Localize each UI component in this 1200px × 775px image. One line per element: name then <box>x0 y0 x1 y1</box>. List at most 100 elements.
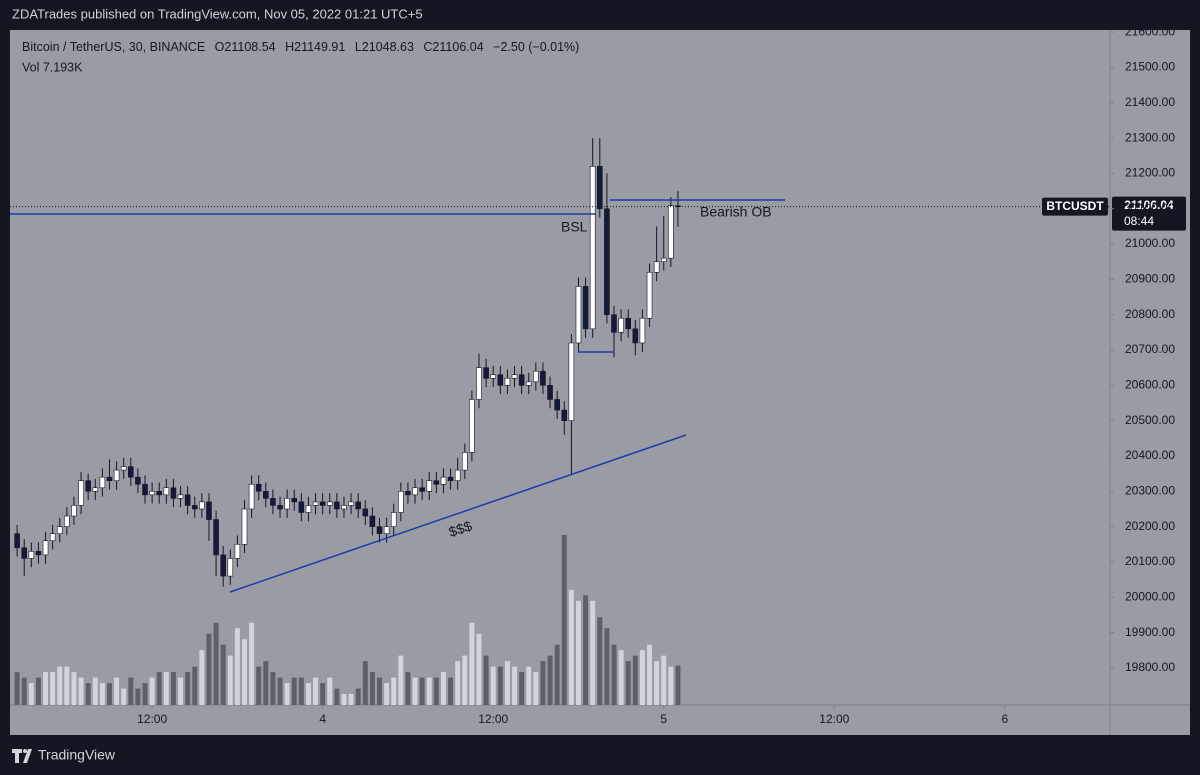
candle-body <box>447 476 454 482</box>
volume-bar <box>583 595 589 705</box>
y-tick-label: 20400.00 <box>1125 448 1175 462</box>
candle-body <box>234 543 241 559</box>
volume-bar <box>142 683 148 705</box>
price-tag-label: 21106.04 <box>1124 198 1174 212</box>
volume-bar <box>178 677 184 705</box>
candle-body <box>604 208 610 315</box>
y-tick-label: 20000.00 <box>1125 589 1175 603</box>
candle-body <box>291 498 298 503</box>
candle-body <box>547 385 553 400</box>
legend-low: L21048.63 <box>355 40 414 54</box>
price-tag <box>1112 196 1186 231</box>
volume-bar <box>85 683 91 705</box>
volume-bar <box>618 650 624 705</box>
candle-body <box>412 487 418 496</box>
volume-bar <box>43 672 49 705</box>
volume-bar <box>50 672 56 705</box>
volume-bar <box>114 677 120 705</box>
volume-bar <box>391 677 397 705</box>
candle-body <box>191 505 198 510</box>
y-tick-label: 20600.00 <box>1125 378 1175 392</box>
candle-body <box>106 476 113 482</box>
candle-body <box>135 476 141 485</box>
volume-bar <box>277 677 283 705</box>
candle-body <box>199 501 205 510</box>
candle-body <box>184 494 191 506</box>
volume-bar <box>384 683 390 705</box>
volume-bar <box>519 672 525 705</box>
candle-body <box>554 399 560 411</box>
candle-body <box>540 370 546 386</box>
candle-body <box>383 526 390 534</box>
volume-bar <box>185 672 191 705</box>
volume-bar <box>625 661 631 705</box>
y-tick-label: 20900.00 <box>1125 272 1175 286</box>
annotation: Bearish OB <box>700 204 772 220</box>
legend-symbol: Bitcoin / TetherUS, 30, BINANCE <box>22 40 205 54</box>
volume-bar <box>92 677 98 705</box>
volume-bar <box>362 661 368 705</box>
x-tick-label: 12:00 <box>478 712 508 726</box>
legend: Bitcoin / TetherUS, 30, BINANCE O21108.5… <box>22 40 579 54</box>
volume-bar <box>313 677 319 705</box>
x-tick-label: 4 <box>319 712 326 726</box>
volume-bar <box>199 650 205 705</box>
y-tick-label: 19800.00 <box>1125 660 1175 674</box>
volume-bar <box>149 677 155 705</box>
volume-bar <box>348 694 354 705</box>
candle-body <box>227 558 234 577</box>
candle-body <box>341 505 347 510</box>
candle-body <box>319 501 326 506</box>
volume-bar <box>661 655 667 705</box>
candle-body <box>490 374 496 379</box>
candle-body <box>597 166 603 210</box>
volume-bar <box>298 677 304 705</box>
volume-bar <box>533 672 539 705</box>
y-tick-label: 21500.00 <box>1125 60 1175 74</box>
x-tick-label: 6 <box>1001 712 1008 726</box>
volume-bar <box>547 655 553 705</box>
candle-body <box>49 533 56 542</box>
candle-body <box>405 491 411 496</box>
volume-bar <box>234 628 240 705</box>
candle-body <box>71 505 77 517</box>
candle-body <box>255 483 262 492</box>
candle-body <box>469 399 475 453</box>
volume-bar <box>611 644 617 705</box>
candle-body <box>128 466 134 478</box>
volume-bar <box>462 655 468 705</box>
candle-body <box>504 377 511 386</box>
volume-bar <box>483 655 489 705</box>
volume-bar <box>405 672 411 705</box>
volume-bar <box>647 644 653 705</box>
candle-body <box>568 342 575 421</box>
volume-bar <box>121 688 127 705</box>
x-tick-label: 5 <box>660 712 667 726</box>
annotation: $$$ <box>447 517 474 540</box>
volume-bar <box>305 683 311 705</box>
candle-body <box>497 374 504 386</box>
time-axis <box>10 705 1110 735</box>
volume-bar <box>590 600 596 705</box>
candle-body <box>170 487 177 499</box>
volume-bar <box>163 672 169 705</box>
y-tick-label: 20800.00 <box>1125 307 1175 321</box>
candle-body <box>21 547 27 559</box>
volume-bar <box>284 683 290 705</box>
candle-body <box>92 487 99 492</box>
volume-bar <box>170 672 176 705</box>
trend-line <box>229 434 687 593</box>
candle-body <box>639 317 646 344</box>
candle-body <box>611 314 617 333</box>
volume-bar <box>192 666 198 705</box>
volume-bar <box>540 661 546 705</box>
volume-bar <box>21 677 27 705</box>
volume-bar <box>469 622 475 705</box>
footer-logo <box>12 749 32 763</box>
candle-body <box>277 505 283 510</box>
candle-body <box>28 551 35 559</box>
candle-body <box>142 483 148 496</box>
volume-bar <box>14 672 20 705</box>
ticker-label: BTCUSDT <box>1046 199 1104 213</box>
